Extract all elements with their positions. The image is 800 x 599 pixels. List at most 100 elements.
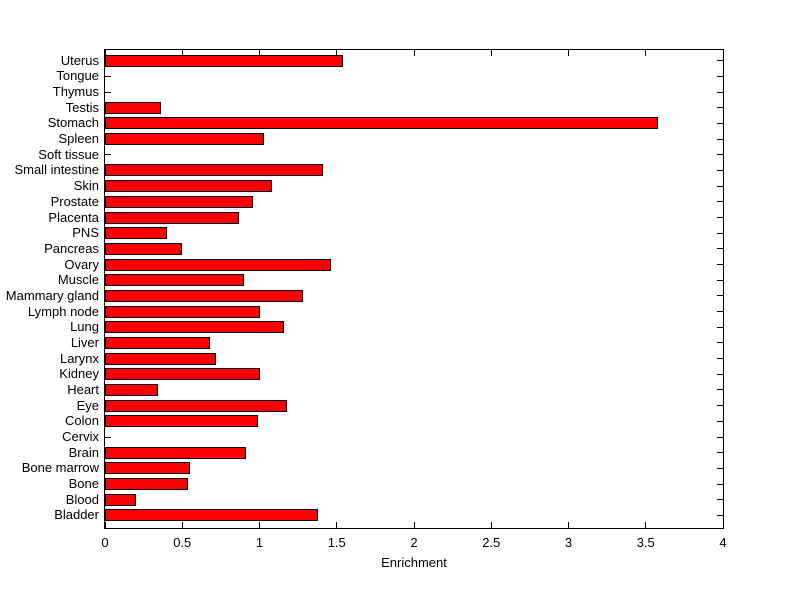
plot-area <box>104 49 724 529</box>
y-tick-label: Cervix <box>62 429 99 445</box>
x-tick-label: 3.5 <box>636 535 655 550</box>
y-tick-right <box>717 483 723 485</box>
y-tick-right <box>717 91 723 93</box>
y-tick-right <box>717 138 723 140</box>
y-tick-label: Spleen <box>58 131 99 147</box>
y-tick-label: Bone marrow <box>21 460 99 476</box>
y-tick-label: Muscle <box>57 272 99 288</box>
x-tick-top <box>490 50 492 56</box>
y-tick-right <box>717 358 723 360</box>
y-tick-label: Mammary gland <box>5 287 99 303</box>
bar <box>105 415 258 428</box>
y-tick-right <box>717 217 723 218</box>
y-tick-right <box>717 405 723 407</box>
x-tick-top <box>336 50 338 56</box>
bar <box>105 101 161 114</box>
y-tick-label: Kidney <box>59 366 99 382</box>
y-tick-label: Lung <box>70 319 99 335</box>
bar <box>105 164 323 177</box>
x-tick-label: 3 <box>564 535 573 550</box>
y-tick-right <box>717 185 723 187</box>
x-tick-label: 0.5 <box>173 535 192 550</box>
y-tick-right <box>717 342 723 344</box>
bar <box>105 133 265 146</box>
x-tick-top <box>104 50 106 56</box>
bar <box>105 336 211 349</box>
bar <box>105 321 285 334</box>
bar <box>105 289 303 302</box>
y-tick-left <box>105 75 111 77</box>
bar <box>105 509 319 522</box>
y-tick-label: Prostate <box>50 193 99 209</box>
bar <box>105 54 343 67</box>
x-tick-bottom <box>490 522 492 528</box>
y-tick-right <box>717 467 723 469</box>
x-tick-top <box>568 50 569 56</box>
y-tick-label: Small intestine <box>14 162 99 178</box>
y-tick-right <box>717 75 723 77</box>
x-tick-top <box>181 50 183 56</box>
y-tick-right <box>717 311 723 313</box>
y-tick-label: Ovary <box>64 256 99 272</box>
y-tick-label: Pancreas <box>44 240 99 256</box>
x-tick-bottom <box>181 522 183 528</box>
y-tick-right <box>717 169 723 171</box>
y-tick-right <box>717 122 723 124</box>
y-tick-right <box>717 514 723 516</box>
y-tick-right <box>717 232 723 234</box>
y-tick-right <box>717 248 723 250</box>
x-tick-top <box>259 50 260 56</box>
x-tick-label: 0 <box>101 535 109 550</box>
bar <box>105 399 288 412</box>
bar <box>105 305 260 318</box>
x-tick-label: 1 <box>255 535 264 550</box>
y-tick-left <box>105 154 111 156</box>
y-tick-label: Liver <box>70 334 99 350</box>
x-axis-label: Enrichment <box>381 555 447 570</box>
bar <box>105 352 217 365</box>
bar <box>105 211 240 224</box>
x-tick-top <box>645 50 647 56</box>
y-tick-right <box>717 154 723 156</box>
x-tick-label: 4 <box>719 535 727 550</box>
y-tick-right <box>717 499 723 501</box>
bar <box>105 383 158 396</box>
y-tick-label: Eye <box>76 397 99 413</box>
y-tick-label: Testis <box>65 99 99 115</box>
y-tick-label: Skin <box>73 178 99 194</box>
y-tick-right <box>717 436 723 438</box>
y-tick-label: Uterus <box>60 52 99 68</box>
y-tick-label: PNS <box>72 225 99 241</box>
y-tick-right <box>717 295 723 297</box>
y-tick-right <box>717 107 723 109</box>
y-tick-right <box>717 201 723 203</box>
x-tick-top <box>413 50 415 56</box>
y-tick-right <box>717 373 723 375</box>
y-tick-label: Thymus <box>52 84 99 100</box>
y-tick-label: Tongue <box>56 68 99 84</box>
x-tick-bottom <box>568 522 569 528</box>
bar <box>105 195 254 208</box>
x-tick-label: 2 <box>410 535 418 550</box>
y-tick-label: Soft tissue <box>38 146 99 162</box>
y-tick-label: Blood <box>65 491 99 507</box>
bar <box>105 493 136 506</box>
y-tick-right <box>717 264 723 266</box>
y-tick-label: Brain <box>68 444 99 460</box>
y-tick-right <box>717 60 723 62</box>
x-tick-bottom <box>259 522 260 528</box>
y-tick-right <box>717 279 723 281</box>
y-tick-label: Stomach <box>47 115 99 131</box>
bar <box>105 446 246 459</box>
x-tick-label: 2.5 <box>482 535 501 550</box>
bar <box>105 258 331 271</box>
y-tick-right <box>717 420 723 422</box>
bar <box>105 462 190 475</box>
y-tick-label: Placenta <box>48 209 99 225</box>
bar <box>105 227 167 240</box>
y-tick-label: Lymph node <box>27 303 99 319</box>
x-tick-bottom <box>645 522 647 528</box>
bar <box>105 180 272 193</box>
y-tick-right <box>717 452 723 454</box>
